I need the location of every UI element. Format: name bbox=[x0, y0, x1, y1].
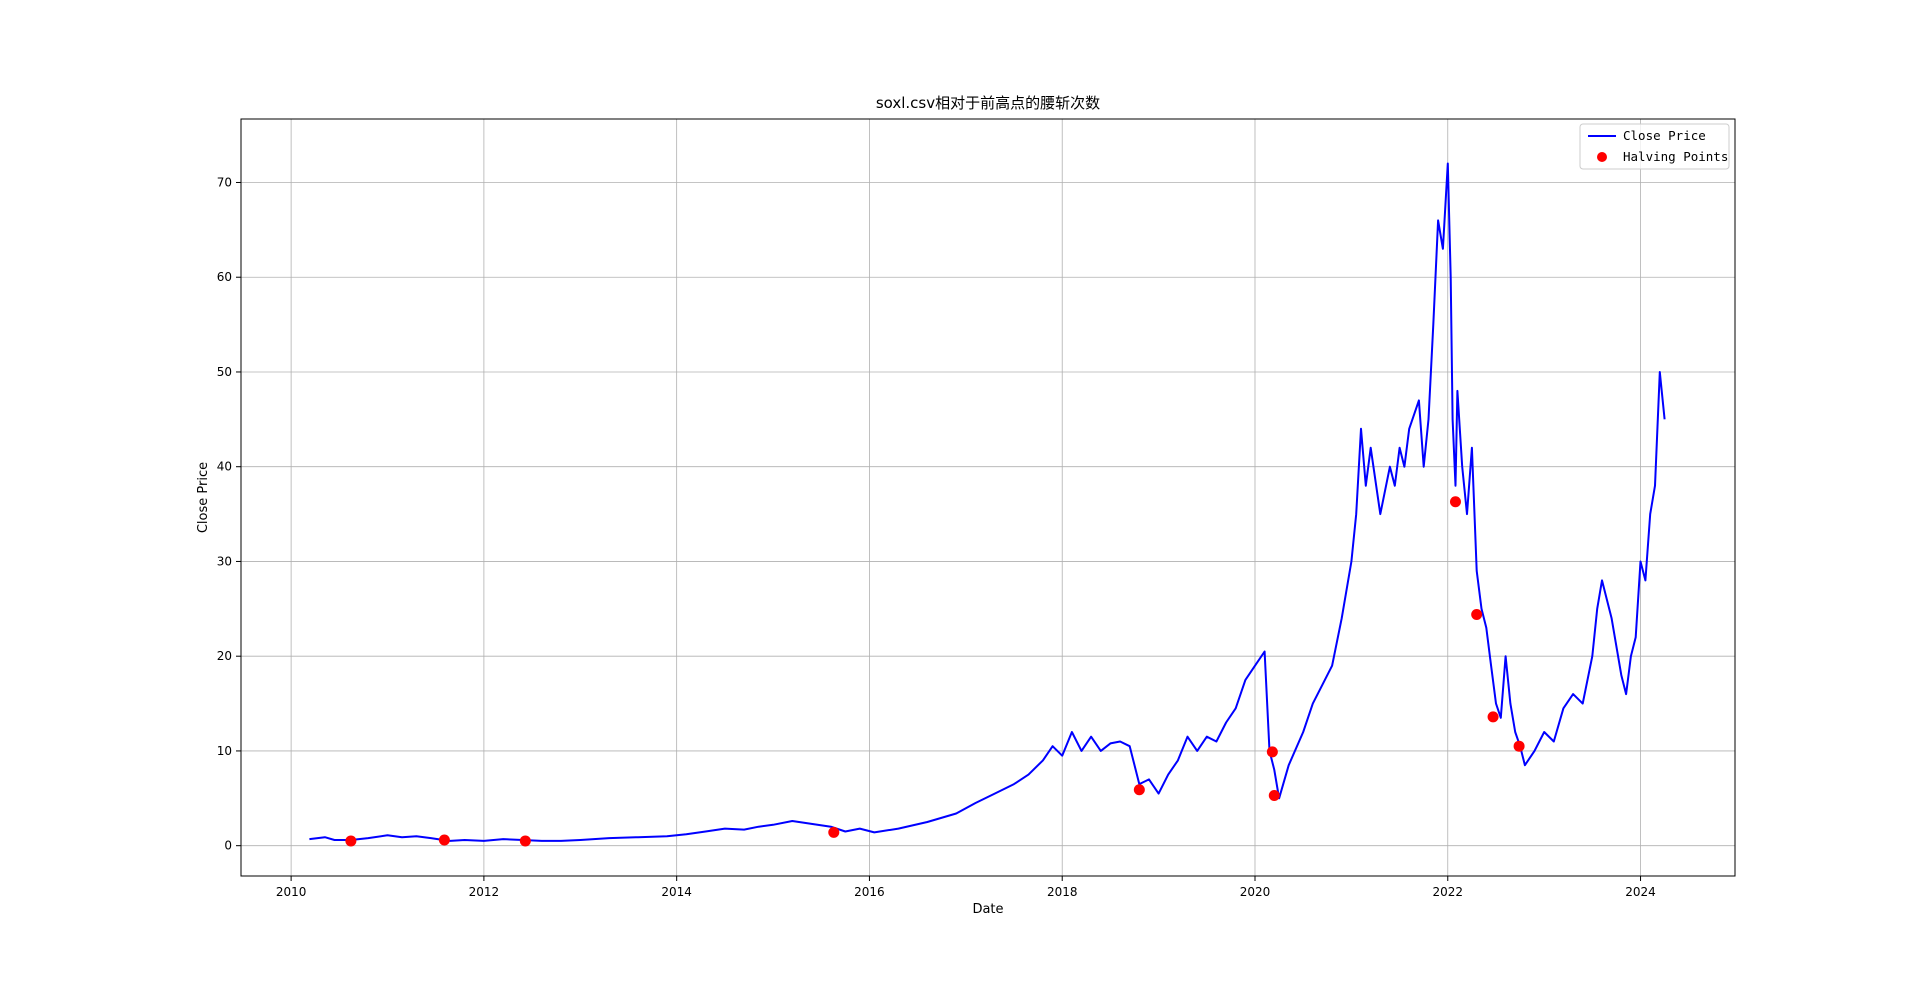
plot-frame bbox=[240, 118, 1736, 877]
y-tick-label: 30 bbox=[217, 554, 232, 568]
y-axis-title: Close Price bbox=[196, 462, 211, 533]
halving-point bbox=[1471, 609, 1483, 621]
legend-dot-swatch bbox=[1597, 152, 1607, 162]
legend-label-close-price: Close Price bbox=[1623, 128, 1706, 143]
x-tick-label: 2014 bbox=[661, 885, 692, 899]
chart-title: soxl.csv相对于前高点的腰斩次数 bbox=[876, 94, 1100, 112]
x-axis: 2010 2012 2014 2016 2018 2020 2022 2024 bbox=[276, 876, 1656, 899]
y-tick-label: 40 bbox=[217, 460, 232, 474]
y-tick-label: 10 bbox=[217, 744, 232, 758]
halving-point bbox=[438, 834, 450, 846]
y-axis: 0 10 20 30 40 50 60 70 bbox=[217, 175, 241, 853]
y-tick-label: 20 bbox=[217, 649, 232, 663]
series-layer bbox=[309, 162, 1666, 847]
x-axis-title: Date bbox=[972, 902, 1003, 917]
x-tick-label: 2020 bbox=[1240, 885, 1271, 899]
halving-point bbox=[1266, 746, 1278, 758]
halving-point bbox=[1133, 784, 1145, 796]
x-tick-label: 2022 bbox=[1432, 885, 1463, 899]
y-tick-label: 50 bbox=[217, 365, 232, 379]
x-tick-label: 2012 bbox=[469, 885, 500, 899]
x-tick-label: 2018 bbox=[1047, 885, 1078, 899]
halving-point bbox=[1513, 740, 1525, 752]
y-tick-label: 70 bbox=[217, 175, 232, 189]
y-tick-label: 0 bbox=[224, 839, 232, 853]
y-tick-label: 60 bbox=[217, 270, 232, 284]
halving-point bbox=[1449, 496, 1461, 508]
x-tick-label: 2024 bbox=[1625, 885, 1656, 899]
halving-point bbox=[1487, 711, 1499, 723]
halving-point bbox=[519, 835, 531, 847]
halving-point bbox=[345, 835, 357, 847]
halving-point bbox=[828, 826, 840, 838]
x-tick-label: 2016 bbox=[854, 885, 885, 899]
halving-point bbox=[1268, 789, 1280, 801]
grid bbox=[241, 119, 1735, 876]
legend-label-halving-points: Halving Points bbox=[1623, 149, 1728, 164]
legend: Close Price Halving Points bbox=[1579, 123, 1730, 170]
legend-box bbox=[1579, 123, 1730, 170]
x-tick-label: 2010 bbox=[276, 885, 307, 899]
